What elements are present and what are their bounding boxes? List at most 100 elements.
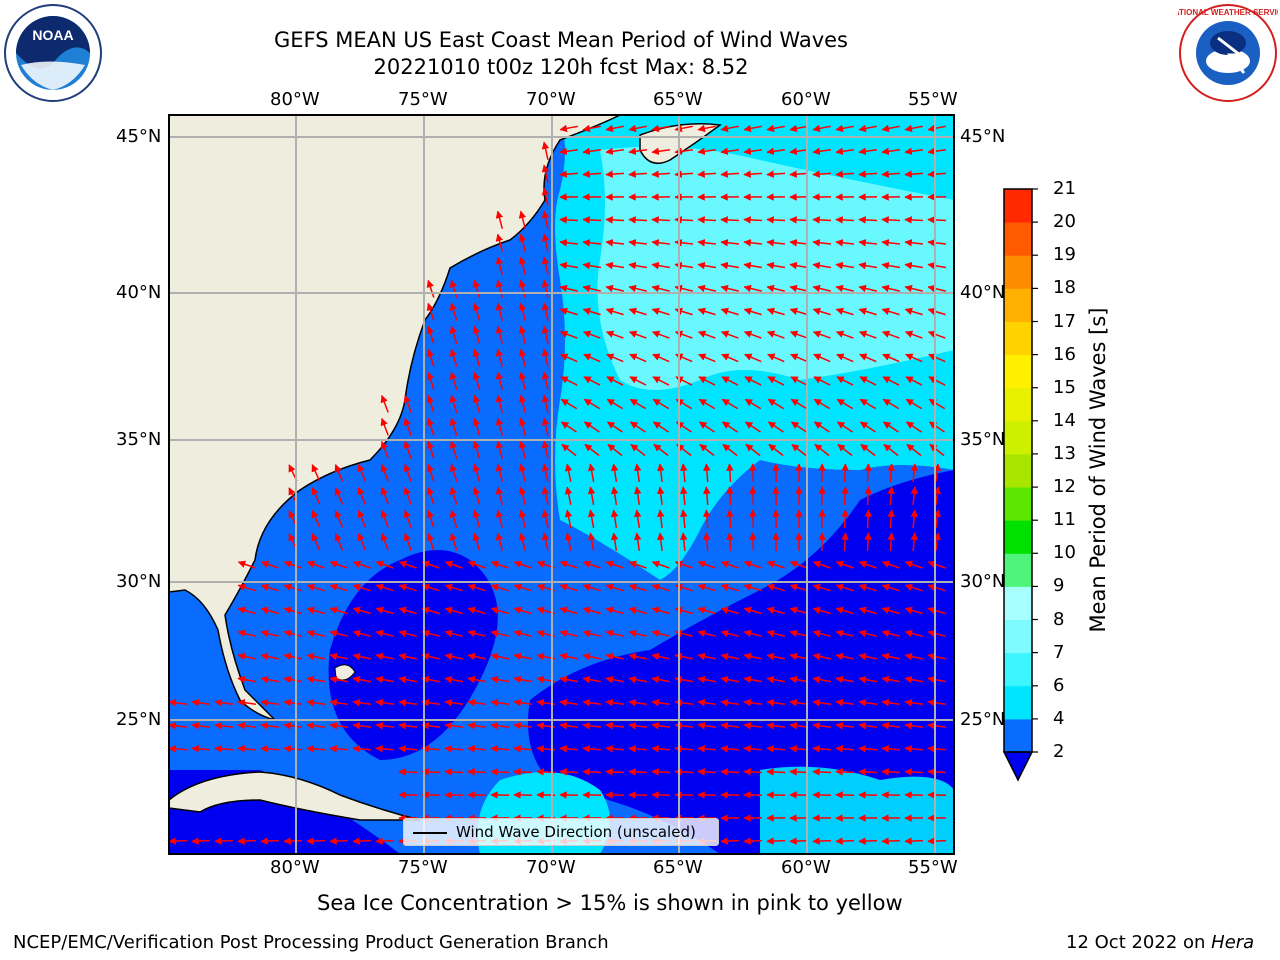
ocean-low-west [328, 550, 498, 760]
wind-wave-arrow [835, 768, 855, 776]
wind-wave-arrow [789, 745, 809, 753]
wind-wave-arrow [858, 675, 878, 684]
wind-wave-arrow [495, 348, 504, 367]
wind-wave-arrow [605, 170, 625, 178]
wind-wave-arrow [812, 124, 831, 133]
wind-wave-arrow [541, 302, 550, 321]
wind-wave-arrow [767, 376, 785, 386]
wind-wave-arrow [398, 560, 417, 569]
wind-wave-arrow [472, 325, 481, 344]
wind-wave-arrow [743, 745, 763, 753]
wind-wave-arrow [743, 629, 762, 638]
wind-wave-arrow [582, 239, 601, 247]
wind-wave-arrow [835, 284, 854, 293]
colorbar-segment [1004, 553, 1032, 587]
wind-wave-arrow [472, 302, 481, 321]
colorbar-segment [1004, 420, 1032, 455]
map-frame [168, 114, 955, 855]
wind-wave-arrow [426, 440, 435, 459]
wind-wave-arrow [766, 560, 785, 569]
wind-wave-arrow [629, 353, 647, 363]
wind-wave-arrow [375, 698, 395, 707]
wind-wave-arrow [927, 560, 946, 569]
wind-wave-arrow [467, 768, 487, 776]
wind-wave-arrow [467, 583, 486, 592]
wind-wave-arrow [789, 239, 808, 247]
wind-wave-arrow [444, 698, 464, 707]
wind-wave-arrow [910, 486, 918, 506]
wind-wave-arrow [859, 353, 877, 363]
wind-wave-arrow [352, 722, 371, 730]
wind-wave-arrow [651, 284, 670, 293]
wind-wave-arrow [610, 486, 619, 506]
wind-wave-arrow [352, 629, 371, 638]
wind-wave-arrow [334, 533, 344, 551]
wind-wave-arrow [403, 417, 412, 436]
wind-wave-arrow [743, 583, 762, 592]
wind-wave-arrow [467, 698, 487, 707]
wind-wave-arrow [651, 124, 670, 133]
wind-wave-arrow [375, 675, 395, 684]
wind-wave-arrow [836, 353, 854, 363]
wind-wave-arrow [472, 509, 481, 528]
wind-wave-arrow [904, 606, 923, 615]
wind-wave-arrow [628, 722, 647, 730]
wind-wave-arrow [881, 652, 900, 661]
wind-wave-arrow [513, 560, 532, 569]
wind-wave-arrow [403, 463, 412, 482]
wind-wave-arrow [697, 330, 716, 339]
wind-wave-arrow [541, 187, 550, 206]
wind-wave-arrow [472, 440, 481, 459]
wind-wave-arrow [927, 583, 946, 592]
wind-wave-arrow [812, 606, 831, 615]
wind-wave-arrow [628, 583, 647, 592]
wind-wave-arrow [859, 398, 877, 410]
colorbar-segment [1004, 652, 1032, 687]
land-cuba [169, 771, 421, 821]
wind-wave-arrow [426, 394, 435, 413]
wind-wave-arrow [887, 486, 895, 506]
wind-wave-arrow [789, 284, 808, 293]
wind-wave-arrow [449, 440, 458, 459]
wind-wave-arrow [587, 509, 596, 529]
wind-wave-arrow [214, 722, 233, 730]
wind-wave-arrow [472, 371, 481, 390]
wind-wave-arrow [334, 464, 344, 482]
wind-wave-arrow [329, 675, 349, 684]
wind-wave-arrow [560, 421, 577, 433]
wind-wave-arrow [541, 141, 550, 160]
wind-wave-arrow [767, 398, 785, 410]
colorbar-segment [1004, 354, 1032, 389]
wind-wave-arrow [904, 560, 923, 569]
wind-wave-arrow [721, 353, 739, 363]
wind-wave-arrow [881, 124, 900, 133]
wind-wave-arrow [444, 606, 463, 615]
wind-wave-arrow [334, 487, 344, 505]
wind-wave-arrow [610, 532, 619, 552]
wind-wave-arrow [651, 239, 670, 247]
wind-wave-arrow [518, 348, 527, 367]
wind-wave-arrow [467, 606, 486, 615]
wind-wave-arrow [426, 486, 435, 505]
wind-wave-arrow [904, 675, 924, 684]
wind-wave-arrow [881, 307, 900, 316]
wind-wave-arrow [928, 398, 946, 410]
wind-wave-arrow [467, 629, 486, 638]
wind-wave-arrow [652, 421, 669, 433]
wind-wave-arrow [605, 284, 624, 293]
wind-wave-arrow [697, 629, 716, 638]
wind-wave-arrow [467, 652, 486, 661]
wind-wave-arrow [628, 606, 647, 615]
wind-wave-arrow [495, 371, 504, 390]
wind-wave-arrow [698, 353, 716, 363]
wind-wave-arrow [657, 509, 665, 528]
wind-wave-arrow [449, 486, 458, 505]
wind-wave-arrow [380, 486, 389, 505]
wind-wave-arrow [421, 698, 441, 707]
wind-wave-arrow [582, 307, 601, 316]
wind-wave-arrow [605, 307, 624, 316]
colorbar-tick-label: 12 [1053, 476, 1076, 498]
colorbar-tick-label: 16 [1053, 343, 1076, 365]
wind-wave-arrow [812, 170, 832, 178]
wind-wave-arrow [403, 509, 412, 528]
